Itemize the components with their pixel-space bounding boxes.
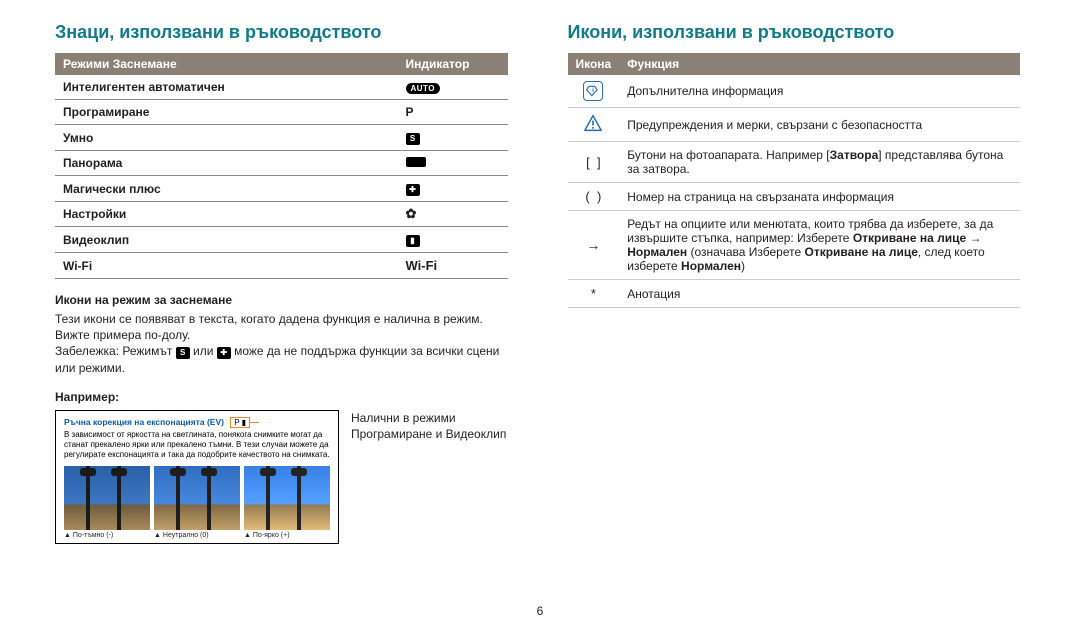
table-row: УмноS [55,125,508,151]
mode-indicator: S [398,125,508,151]
mode-indicator: ▮ [398,227,508,253]
table-row: Магически плюс✚ [55,176,508,202]
left-heading: Знаци, използвани в ръководството [55,22,508,43]
smart-icon: S [176,347,190,359]
modes-th-1: Режими Заснемане [55,53,398,75]
table-row: * Анотация [568,280,1021,308]
func-icon-cell: i [568,75,620,108]
func-text: Номер на страница на свързаната информац… [619,183,1020,211]
mode-label: Панорама [55,151,398,176]
icons-para-1: Тези икони се появяват в текста, когато … [55,311,508,343]
icons-para-2: Забележка: Режимът S или ✚ може да не по… [55,343,508,375]
func-text: Допълнителна информация [619,75,1020,108]
funcs-table: Икона Функция i Допълнителна информацияПр… [568,53,1021,308]
mode-indicator: Wi-Fi [398,253,508,279]
func-icon-cell: → [568,211,620,280]
func-text: Анотация [619,280,1020,308]
funcs-th-1: Икона [568,53,620,75]
mode-indicator: ✿ [398,202,508,227]
func-icon-cell [568,108,620,142]
example-desc: В зависимост от яркостта на светлината, … [64,430,330,460]
arrow-icon: → [586,237,600,253]
func-text: Бутони на фотоапарата. Например [Затвора… [619,142,1020,183]
mode-label: Wi-Fi [55,253,398,279]
table-row: Wi-FiWi-Fi [55,253,508,279]
example-thumbs: ▲ По-тъмно (-) ▲ Неутрално (0) ▲ По-ярко… [64,466,330,539]
parens-icon: ( ) [585,189,601,204]
info-icon: i [583,81,603,101]
brackets-icon: [ ] [586,155,600,170]
mode-indicator: P [398,100,508,125]
magic-icon: ✚ [217,347,231,359]
mode-label: Програмиране [55,100,398,125]
mode-label: Интелигентен автоматичен [55,75,398,100]
icons-subhead: Икони на режим за заснемане [55,293,508,307]
table-row: [ ] Бутони на фотоапарата. Например [Затв… [568,142,1021,183]
func-icon-cell: ( ) [568,183,620,211]
func-icon-cell: [ ] [568,142,620,183]
left-column: Знаци, използвани в ръководството Режими… [55,22,508,544]
table-row: Интелигентен автоматиченAUTO [55,75,508,100]
right-heading: Икони, използвани в ръководството [568,22,1021,43]
mode-label: Настройки [55,202,398,227]
warning-icon [583,121,603,135]
mode-indicator: AUTO [398,75,508,100]
mode-indicator: ✚ [398,176,508,202]
page-number: 6 [537,604,544,618]
table-row: ПрограмиранеP [55,100,508,125]
svg-text:i: i [592,87,594,94]
table-row: Предупреждения и мерки, свързани с безоп… [568,108,1021,142]
modes-table: Режими Заснемане Индикатор Интелигентен … [55,53,508,279]
table-row: Видеоклип▮ [55,227,508,253]
funcs-th-2: Функция [619,53,1020,75]
mode-label: Магически плюс [55,176,398,202]
example-note: Налични в режими Програмиране и Видеокли… [351,410,508,442]
example-box: Ръчна корекция на експонацията (EV) P ▮ … [55,410,339,544]
mode-label: Умно [55,125,398,151]
mode-indicator [398,151,508,176]
func-text: Редът на опциите или менютата, които тря… [619,211,1020,280]
table-row: ( ) Номер на страница на свързаната инфор… [568,183,1021,211]
example-heading: Например: [55,390,508,404]
star-icon: * [591,286,596,301]
mode-label: Видеоклип [55,227,398,253]
table-row: i Допълнителна информация [568,75,1021,108]
example-tags: P ▮ [230,417,250,428]
table-row: Панорама [55,151,508,176]
table-row: Настройки✿ [55,202,508,227]
example-title: Ръчна корекция на експонацията (EV) [64,417,224,427]
right-column: Икони, използвани в ръководството Икона … [568,22,1021,544]
func-text: Предупреждения и мерки, свързани с безоп… [619,108,1020,142]
func-icon-cell: * [568,280,620,308]
table-row: → Редът на опциите или менютата, които тр… [568,211,1021,280]
modes-th-2: Индикатор [398,53,508,75]
